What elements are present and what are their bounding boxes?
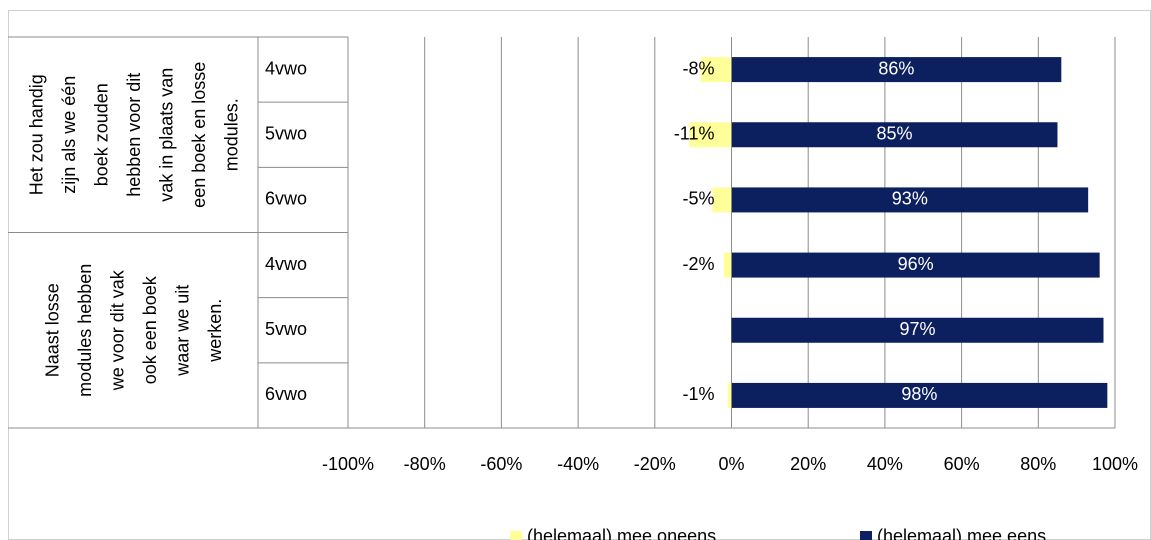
x-tick-label: 0% bbox=[718, 454, 744, 474]
bar bbox=[712, 187, 732, 213]
group-label: ook een boek bbox=[140, 275, 160, 384]
x-tick-label: -60% bbox=[480, 454, 522, 474]
bar bbox=[731, 122, 1058, 148]
legend-swatch bbox=[860, 531, 872, 540]
bar bbox=[731, 252, 1100, 278]
category-label: 6vwo bbox=[265, 384, 307, 404]
x-tick-label: 80% bbox=[1020, 454, 1056, 474]
group-label: zijn als we één bbox=[59, 76, 79, 194]
category-label: 4vwo bbox=[265, 254, 307, 274]
group-label: modules. bbox=[221, 98, 241, 171]
category-label: 5vwo bbox=[265, 124, 307, 144]
bar bbox=[723, 252, 732, 278]
bar bbox=[731, 382, 1108, 408]
x-tick-label: -40% bbox=[557, 454, 599, 474]
category-label: 5vwo bbox=[265, 319, 307, 339]
x-tick-label: -80% bbox=[404, 454, 446, 474]
value-label: -8% bbox=[682, 58, 714, 78]
group-label: werken. bbox=[205, 299, 225, 363]
group-label: we voor dit vak bbox=[108, 269, 128, 391]
group-label: een boek en losse bbox=[189, 62, 209, 208]
value-label: 98% bbox=[901, 384, 937, 404]
category-label: 6vwo bbox=[265, 189, 307, 209]
value-label: 85% bbox=[876, 124, 912, 144]
bar bbox=[731, 187, 1089, 213]
group-label: vak in plaats van bbox=[156, 68, 176, 202]
legend-label: (helemaal) mee oneens bbox=[527, 526, 716, 540]
group-label: boek zouden bbox=[91, 83, 111, 186]
legend-swatch bbox=[510, 531, 522, 540]
x-tick-label: 60% bbox=[944, 454, 980, 474]
bar bbox=[689, 122, 732, 148]
category-label: 4vwo bbox=[265, 58, 307, 78]
value-label: -11% bbox=[674, 124, 715, 144]
x-tick-label: -20% bbox=[634, 454, 676, 474]
value-label: 93% bbox=[892, 189, 928, 209]
bar bbox=[700, 57, 732, 83]
bar bbox=[731, 57, 1062, 83]
value-label: 86% bbox=[878, 58, 914, 78]
legend-label: (helemaal) mee eens bbox=[877, 526, 1046, 540]
group-label: Naast losse bbox=[43, 283, 63, 377]
bar bbox=[731, 317, 1104, 343]
value-label: 97% bbox=[899, 319, 935, 339]
value-label: -5% bbox=[682, 189, 714, 209]
value-label: -1% bbox=[682, 384, 714, 404]
group-label: hebben voor dit bbox=[124, 73, 144, 197]
group-label: Het zou handig bbox=[26, 74, 46, 195]
group-label: modules hebben bbox=[75, 264, 95, 397]
x-tick-label: 20% bbox=[790, 454, 826, 474]
x-tick-label: 100% bbox=[1092, 454, 1138, 474]
group-label: waar we uit bbox=[173, 285, 193, 377]
x-tick-label: -100% bbox=[322, 454, 374, 474]
x-tick-label: 40% bbox=[867, 454, 903, 474]
bar bbox=[727, 382, 732, 408]
value-label: -2% bbox=[682, 254, 714, 274]
value-label: 96% bbox=[898, 254, 934, 274]
